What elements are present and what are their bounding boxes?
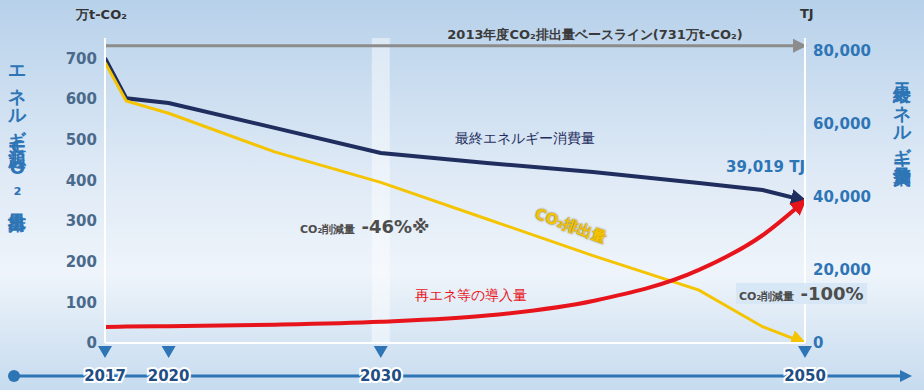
svg-text:600: 600 <box>66 90 97 108</box>
html-text:最終エネルギー消費量: 最終エネルギー消費量 <box>892 72 913 153</box>
html-text:CO₂排出量: CO₂排出量 <box>532 204 610 248</box>
svg-text:0: 0 <box>813 334 823 352</box>
svg-text:40,000: 40,000 <box>813 188 871 206</box>
svg-text:80,000: 80,000 <box>813 42 871 60</box>
svg-text:400: 400 <box>66 172 97 190</box>
svg-text:39,019 TJ: 39,019 TJ <box>726 158 805 176</box>
svg-text:0: 0 <box>87 334 97 352</box>
html-text:再エネ等の導入量: 再エネ等の導入量 <box>415 287 527 303</box>
html-text:CO₂削減量-100%: CO₂削減量-100% <box>739 283 864 304</box>
svg-text:300: 300 <box>66 212 97 230</box>
svg-text:700: 700 <box>66 50 97 68</box>
svg-text:200: 200 <box>66 253 97 271</box>
svg-text:500: 500 <box>66 131 97 149</box>
svg-text:20,000: 20,000 <box>813 261 871 279</box>
html-text:万t-CO₂: 万t-CO₂ <box>76 7 127 22</box>
svg-text:2030: 2030 <box>360 367 402 385</box>
svg-text:2050: 2050 <box>784 367 826 385</box>
svg-text:2013年度CO₂排出量ベースライン(731万t-CO₂): 2013年度CO₂排出量ベースライン(731万t-CO₂) <box>447 27 742 42</box>
svg-text:2020: 2020 <box>148 367 190 385</box>
html-text:TJ: TJ <box>800 6 814 21</box>
svg-text:2017: 2017 <box>84 367 126 385</box>
html-text:最終エネルギー消費量: 最終エネルギー消費量 <box>455 130 595 146</box>
html-text:エネルギー起源CO₂排出量: エネルギー起源CO₂排出量 <box>7 55 28 199</box>
svg-text:100: 100 <box>66 294 97 312</box>
html-text:CO₂削減量-46%※: CO₂削減量-46%※ <box>300 216 430 237</box>
svg-text:60,000: 60,000 <box>813 115 871 133</box>
